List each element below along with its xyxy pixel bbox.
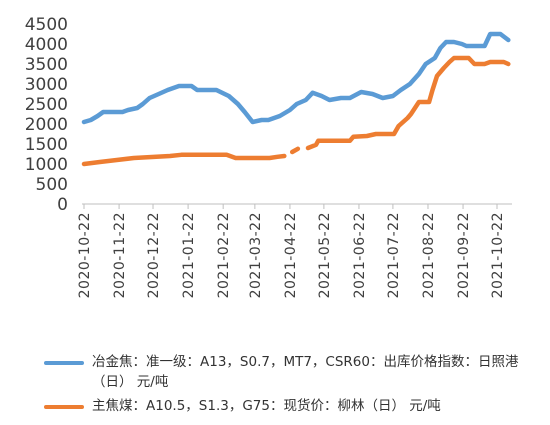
x-tick-label: 2021-10-22 xyxy=(490,212,506,298)
legend-label-series-1: 冶金焦：准一级：A13，S0.7，MT7，CSR60：出库价格指数：日照港（日）… xyxy=(92,354,519,390)
x-tick-label: 2021-03-22 xyxy=(248,212,264,298)
legend-label-series-2: 主焦煤：A10.5，S1.3，G75：现货价：柳林（日） 元/吨 xyxy=(92,398,441,414)
x-tick-label: 2021-09-22 xyxy=(456,212,472,298)
y-tick-label: 4500 xyxy=(25,15,68,35)
y-tick-label: 0 xyxy=(57,195,68,215)
series-2-line xyxy=(289,146,301,155)
x-tick-label: 2021-05-22 xyxy=(317,212,333,298)
x-tick-label: 2021-01-22 xyxy=(181,212,197,298)
series-1-line xyxy=(81,31,511,125)
y-tick-label: 1500 xyxy=(25,135,68,155)
y-tick-label: 3000 xyxy=(25,75,68,95)
x-tick-label: 2021-07-22 xyxy=(386,212,402,298)
y-tick-label: 2000 xyxy=(25,115,68,135)
series-2-line xyxy=(81,152,287,167)
legend-swatch-series-1 xyxy=(44,361,84,365)
x-tick-label: 2020-11-22 xyxy=(112,212,128,298)
x-tick-label: 2020-10-22 xyxy=(77,212,93,298)
y-tick-label: 3500 xyxy=(25,55,68,75)
x-tick-label: 2021-08-22 xyxy=(421,212,437,298)
series-lines xyxy=(81,31,511,167)
x-tick-label: 2021-06-22 xyxy=(352,212,368,298)
y-tick-label: 500 xyxy=(36,175,68,195)
x-tick-label: 2021-04-22 xyxy=(283,212,299,298)
x-tick-label: 2021-02-22 xyxy=(216,212,232,298)
y-tick-label: 2500 xyxy=(25,95,68,115)
legend-swatch-series-2 xyxy=(44,405,84,409)
y-tick-label: 4000 xyxy=(25,35,68,55)
y-tick-label: 1000 xyxy=(25,155,68,175)
series-2-line xyxy=(305,55,511,151)
x-tick-label: 2020-12-22 xyxy=(146,212,162,298)
x-axis: 2020-10-22 2020-11-22 2020-12-22 2021-01-22… xyxy=(77,203,512,298)
